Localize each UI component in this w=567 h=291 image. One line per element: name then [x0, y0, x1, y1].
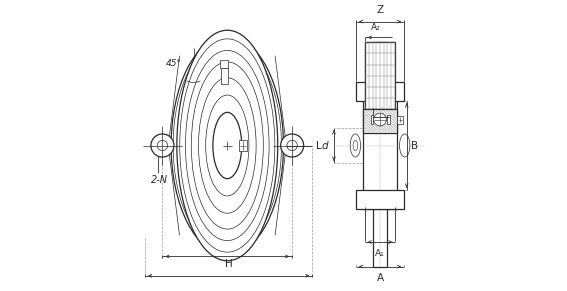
Text: L: L — [316, 141, 321, 150]
Bar — [371, 115, 374, 124]
Ellipse shape — [185, 50, 269, 241]
Bar — [363, 109, 397, 132]
Bar — [356, 82, 404, 101]
Bar — [239, 140, 247, 151]
Ellipse shape — [213, 112, 242, 179]
Circle shape — [281, 134, 304, 157]
Bar — [363, 82, 397, 209]
Ellipse shape — [180, 39, 275, 252]
Polygon shape — [221, 61, 229, 68]
Text: H: H — [225, 260, 232, 269]
Text: A₂: A₂ — [371, 23, 380, 32]
Ellipse shape — [171, 36, 284, 255]
Circle shape — [287, 140, 297, 151]
Text: B: B — [411, 141, 418, 150]
Bar — [356, 190, 404, 209]
Text: Z: Z — [376, 5, 384, 15]
Text: J: J — [226, 240, 229, 250]
Bar — [387, 115, 390, 124]
Bar — [397, 116, 403, 124]
Ellipse shape — [177, 30, 278, 261]
Bar — [221, 68, 227, 84]
Ellipse shape — [350, 134, 361, 157]
Text: A: A — [376, 274, 384, 283]
Ellipse shape — [191, 62, 263, 229]
Ellipse shape — [198, 78, 256, 213]
Text: 45°: 45° — [166, 59, 181, 68]
Ellipse shape — [400, 134, 410, 157]
Bar — [373, 42, 387, 267]
Circle shape — [374, 113, 386, 126]
Text: 2-N: 2-N — [151, 175, 168, 185]
Bar — [365, 42, 395, 109]
Text: S: S — [378, 102, 385, 111]
Text: d: d — [321, 141, 328, 150]
Ellipse shape — [206, 95, 249, 196]
Circle shape — [157, 140, 168, 151]
Ellipse shape — [353, 140, 358, 151]
Text: A₁: A₁ — [375, 249, 385, 258]
Circle shape — [151, 134, 174, 157]
